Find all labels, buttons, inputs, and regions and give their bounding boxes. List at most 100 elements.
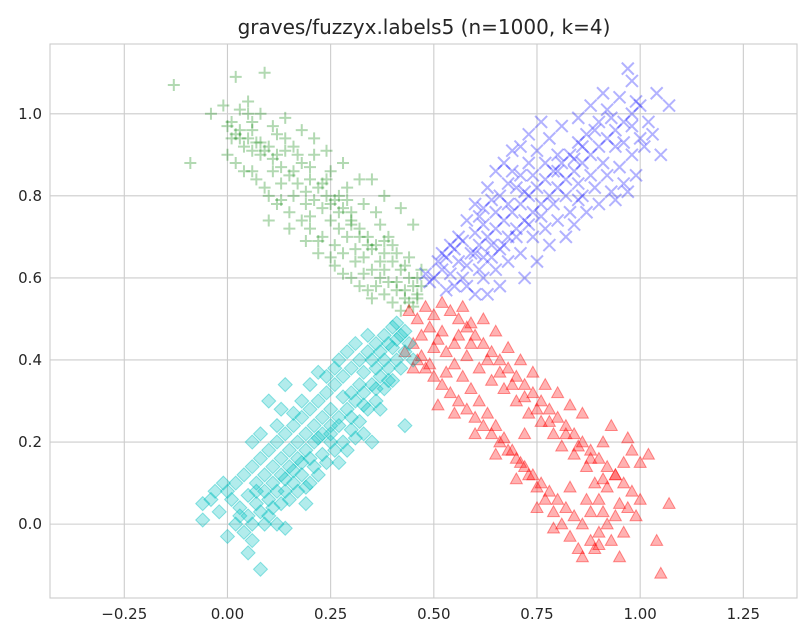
- plus-marker: [341, 181, 354, 194]
- triangle-marker: [402, 303, 416, 317]
- triangle-marker: [488, 324, 503, 337]
- triangle-marker: [550, 385, 565, 399]
- x-marker: [447, 279, 462, 293]
- plus-marker: [378, 263, 391, 276]
- diamond-marker: [269, 516, 285, 532]
- triangle-marker: [406, 361, 421, 374]
- triangle-marker: [596, 435, 610, 448]
- plus-marker: [221, 120, 234, 133]
- plus-marker: [353, 280, 366, 293]
- plus-marker: [237, 140, 250, 153]
- triangle-marker: [447, 336, 462, 349]
- triangle-marker: [455, 299, 470, 312]
- plus-marker: [184, 157, 197, 170]
- plus-marker: [316, 177, 329, 190]
- x-marker: [538, 221, 552, 236]
- diamond-marker: [368, 393, 384, 409]
- diamond-marker: [265, 475, 281, 491]
- x-marker: [489, 164, 503, 178]
- x-marker: [546, 197, 561, 211]
- diamond-marker: [219, 528, 236, 545]
- triangle-marker: [633, 455, 648, 468]
- plus-marker: [246, 115, 259, 128]
- x-marker: [550, 164, 565, 178]
- triangle-marker: [447, 406, 462, 419]
- plus-marker: [254, 136, 267, 149]
- plus-marker: [299, 198, 312, 211]
- x-marker: [480, 230, 495, 244]
- triangle-marker: [567, 426, 581, 440]
- triangle-marker: [497, 430, 511, 444]
- diamond-marker: [194, 512, 211, 528]
- plus-marker: [398, 292, 411, 305]
- plus-marker: [398, 284, 411, 297]
- plus-marker: [349, 243, 362, 256]
- x-marker: [435, 246, 449, 260]
- diamond-marker: [343, 422, 359, 438]
- plus-marker: [411, 271, 424, 284]
- plus-marker: [386, 239, 399, 252]
- x-marker: [571, 111, 585, 125]
- x-tick-label: 0.50: [417, 605, 450, 623]
- diamond-marker: [360, 344, 376, 360]
- triangle-marker: [600, 517, 615, 530]
- x-marker: [625, 74, 639, 88]
- x-marker: [455, 234, 470, 248]
- plus-marker: [411, 288, 424, 301]
- x-marker: [493, 189, 507, 203]
- plus-marker: [382, 230, 395, 243]
- triangle-marker: [513, 352, 528, 366]
- plus-marker: [312, 247, 325, 260]
- diamond-marker: [248, 483, 265, 500]
- x-tick-label: 1.00: [623, 605, 656, 623]
- triangle-marker: [426, 369, 441, 382]
- triangle-marker: [459, 348, 474, 362]
- diamond-marker: [194, 495, 211, 512]
- diamond-marker: [393, 360, 409, 376]
- diamond-marker: [384, 339, 401, 356]
- triangle-marker: [604, 418, 619, 431]
- triangle-marker: [435, 295, 449, 308]
- triangle-marker: [608, 508, 623, 522]
- plus-marker: [378, 234, 391, 247]
- plus-marker: [279, 111, 292, 124]
- x-marker: [484, 238, 499, 252]
- triangle-marker: [488, 418, 503, 431]
- triangle-marker: [451, 393, 466, 407]
- plus-marker: [337, 247, 350, 260]
- x-marker: [501, 176, 515, 191]
- plus-marker: [287, 189, 300, 202]
- triangle-marker: [464, 336, 478, 349]
- x-marker: [616, 176, 631, 191]
- diamond-marker: [306, 417, 322, 434]
- x-marker: [567, 164, 581, 178]
- plus-marker: [233, 124, 246, 137]
- diamond-marker: [289, 434, 306, 450]
- diamond-marker: [294, 454, 310, 471]
- x-marker: [542, 189, 557, 203]
- x-marker: [550, 148, 565, 162]
- x-marker: [476, 201, 491, 215]
- x-marker: [427, 271, 441, 285]
- diamond-marker: [343, 360, 359, 376]
- diamond-marker: [331, 352, 347, 368]
- diamond-marker: [343, 409, 359, 426]
- triangle-marker: [517, 459, 532, 472]
- x-marker: [455, 271, 470, 285]
- x-marker: [567, 152, 581, 166]
- x-marker: [480, 180, 495, 195]
- diamond-marker: [397, 323, 413, 339]
- triangle-marker: [554, 439, 569, 452]
- plus-marker: [283, 169, 296, 182]
- plus-marker: [308, 148, 321, 161]
- plus-marker: [345, 218, 358, 231]
- diamond-marker: [322, 401, 339, 417]
- plus-marker: [242, 107, 255, 120]
- x-marker: [662, 98, 676, 113]
- diamond-marker: [244, 516, 260, 532]
- plus-marker: [394, 263, 407, 276]
- plus-marker: [370, 280, 383, 293]
- diamond-marker: [273, 401, 289, 417]
- diamond-marker: [294, 467, 310, 483]
- diamond-marker: [298, 479, 314, 495]
